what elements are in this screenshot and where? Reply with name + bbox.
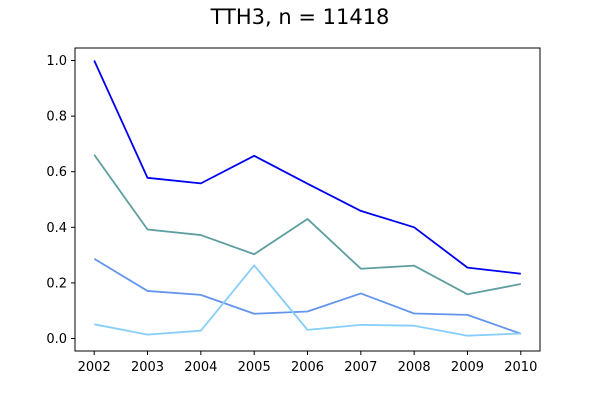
y-tick-label-3: 0.6: [46, 165, 67, 180]
y-tick-label-0: 0.0: [46, 332, 67, 347]
x-tick-label-2003: 2003: [131, 360, 164, 375]
series-line-4: [94, 264, 521, 337]
x-tick-label-2005: 2005: [238, 360, 271, 375]
series-line-3: [93, 257, 522, 335]
series-group: [93, 60, 522, 337]
y-tick-label-5: 1.0: [46, 54, 67, 69]
x-tick-label-2007: 2007: [344, 360, 377, 375]
x-tick-label-2002: 2002: [78, 360, 111, 375]
x-tick-label-2006: 2006: [291, 360, 324, 375]
y-tick-label-1: 0.2: [46, 276, 67, 291]
x-axis: 2002 2003 2004 2005 2006 2007 2008 2009 2010: [78, 351, 537, 375]
x-tick-label-2004: 2004: [184, 360, 217, 375]
x-tick-label-2008: 2008: [398, 360, 431, 375]
chart-title: TTH3, n = 11418: [210, 5, 390, 29]
series-line-2: [93, 154, 521, 296]
y-axis: 0.0 0.2 0.4 0.6 0.8 1.0: [46, 54, 75, 347]
x-tick-label-2009: 2009: [451, 360, 484, 375]
y-tick-label-2: 0.4: [46, 221, 67, 236]
y-tick-label-4: 0.8: [46, 110, 67, 125]
x-tick-label-2010: 2010: [504, 360, 537, 375]
series-line-1: [93, 60, 521, 275]
plot-area-frame: [74, 47, 541, 352]
